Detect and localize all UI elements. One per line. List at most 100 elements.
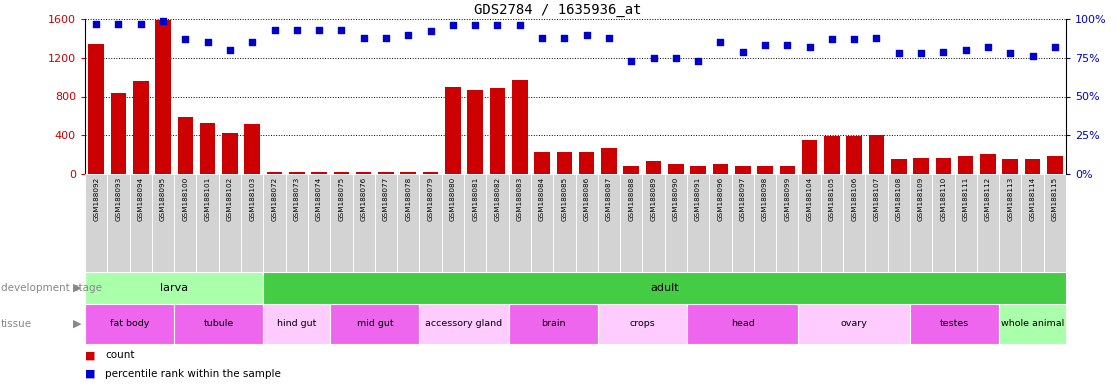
Bar bbox=[687, 174, 710, 272]
Point bbox=[845, 36, 863, 42]
Point bbox=[266, 27, 283, 33]
Bar bbox=[196, 174, 219, 272]
Bar bbox=[397, 174, 420, 272]
Bar bbox=[468, 90, 483, 174]
Point bbox=[912, 50, 930, 56]
Point bbox=[87, 21, 105, 27]
Bar bbox=[999, 304, 1066, 344]
Text: GSM188087: GSM188087 bbox=[606, 177, 612, 221]
Bar bbox=[334, 172, 349, 174]
Text: count: count bbox=[105, 350, 135, 360]
Bar bbox=[85, 304, 174, 344]
Bar bbox=[308, 174, 330, 272]
Bar bbox=[824, 136, 839, 174]
Text: GSM188082: GSM188082 bbox=[494, 177, 500, 221]
Text: ▶: ▶ bbox=[74, 283, 81, 293]
Bar bbox=[263, 304, 330, 344]
Text: GSM188073: GSM188073 bbox=[294, 177, 300, 221]
Point bbox=[979, 44, 997, 50]
Bar bbox=[1021, 174, 1043, 272]
Text: ■: ■ bbox=[85, 350, 96, 360]
Text: whole animal: whole animal bbox=[1001, 319, 1065, 328]
Bar bbox=[710, 174, 732, 272]
Bar bbox=[353, 174, 375, 272]
Point bbox=[154, 18, 172, 24]
Bar bbox=[554, 174, 576, 272]
Bar bbox=[177, 117, 193, 174]
Bar bbox=[865, 174, 887, 272]
Text: GSM188078: GSM188078 bbox=[405, 177, 412, 221]
Bar bbox=[576, 174, 598, 272]
Point bbox=[778, 42, 796, 48]
Bar bbox=[935, 157, 951, 174]
Text: GSM188111: GSM188111 bbox=[963, 177, 969, 221]
Bar bbox=[375, 174, 397, 272]
Bar bbox=[420, 174, 442, 272]
Bar bbox=[311, 172, 327, 174]
Text: GSM188089: GSM188089 bbox=[651, 177, 656, 221]
Point bbox=[176, 36, 194, 42]
Bar bbox=[598, 174, 620, 272]
Bar bbox=[110, 93, 126, 174]
Text: GSM188103: GSM188103 bbox=[249, 177, 256, 221]
Bar bbox=[241, 174, 263, 272]
Bar bbox=[133, 81, 148, 174]
Point bbox=[690, 58, 708, 64]
Bar bbox=[602, 148, 617, 174]
Text: GSM188083: GSM188083 bbox=[517, 177, 522, 221]
Bar bbox=[445, 87, 461, 174]
Bar bbox=[801, 140, 817, 174]
Bar bbox=[85, 174, 107, 272]
Text: brain: brain bbox=[541, 319, 566, 328]
Bar bbox=[846, 136, 862, 174]
Bar bbox=[910, 174, 932, 272]
Bar bbox=[1002, 159, 1018, 174]
Text: GSM188094: GSM188094 bbox=[137, 177, 144, 221]
Bar bbox=[487, 174, 509, 272]
Point bbox=[712, 39, 730, 45]
Point bbox=[1023, 53, 1041, 59]
Text: GSM188076: GSM188076 bbox=[360, 177, 367, 221]
Point bbox=[623, 58, 641, 64]
Bar bbox=[420, 304, 509, 344]
Bar bbox=[868, 135, 884, 174]
Bar bbox=[531, 174, 554, 272]
Point bbox=[132, 21, 150, 27]
Point bbox=[511, 22, 529, 28]
Text: GSM188085: GSM188085 bbox=[561, 177, 567, 221]
Text: GSM188072: GSM188072 bbox=[271, 177, 278, 221]
Bar bbox=[289, 172, 305, 174]
Text: GSM188109: GSM188109 bbox=[918, 177, 924, 221]
Text: GSM188086: GSM188086 bbox=[584, 177, 589, 221]
Bar bbox=[330, 174, 353, 272]
Bar bbox=[843, 174, 865, 272]
Point bbox=[578, 31, 596, 38]
Point bbox=[867, 35, 885, 41]
Text: ▶: ▶ bbox=[74, 319, 81, 329]
Text: GSM188108: GSM188108 bbox=[896, 177, 902, 221]
Bar bbox=[263, 272, 1066, 304]
Text: GSM188112: GSM188112 bbox=[985, 177, 991, 221]
Point bbox=[889, 50, 907, 56]
Bar bbox=[330, 304, 420, 344]
Text: GSM188107: GSM188107 bbox=[874, 177, 879, 221]
Text: GSM188091: GSM188091 bbox=[695, 177, 701, 221]
Bar bbox=[174, 304, 263, 344]
Bar bbox=[244, 124, 260, 174]
Text: GSM188074: GSM188074 bbox=[316, 177, 323, 221]
Bar bbox=[263, 174, 286, 272]
Bar bbox=[535, 152, 550, 174]
Bar bbox=[980, 154, 995, 174]
Point bbox=[556, 35, 574, 41]
Text: GSM188110: GSM188110 bbox=[941, 177, 946, 221]
Point bbox=[645, 55, 663, 61]
Bar bbox=[267, 172, 282, 174]
Text: GSM188105: GSM188105 bbox=[829, 177, 835, 221]
Bar bbox=[958, 156, 973, 174]
Text: tubule: tubule bbox=[203, 319, 234, 328]
Text: development stage: development stage bbox=[1, 283, 103, 293]
Point bbox=[667, 55, 685, 61]
Bar bbox=[598, 304, 687, 344]
Bar bbox=[464, 174, 487, 272]
Bar bbox=[620, 174, 643, 272]
